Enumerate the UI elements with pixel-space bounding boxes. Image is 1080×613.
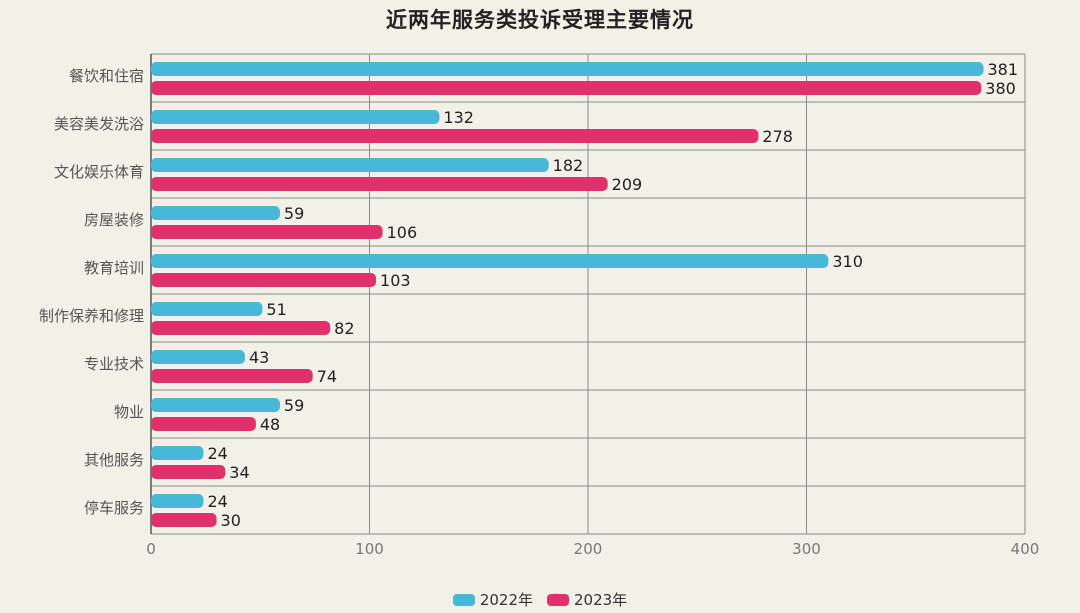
data-label: 74 <box>317 367 337 386</box>
legend-label-2022: 2022年 <box>479 591 533 609</box>
data-label: 182 <box>553 156 584 175</box>
category-label: 房屋装修 <box>84 211 144 229</box>
category-label: 美容美发洗浴 <box>54 115 144 133</box>
bar-2023年 <box>151 129 759 143</box>
legend-label-2023: 2023年 <box>574 591 628 609</box>
data-label: 51 <box>266 300 286 319</box>
legend-swatch-2022 <box>452 593 475 606</box>
bar-2023年 <box>151 321 331 335</box>
bar-2022年 <box>151 302 263 316</box>
category-label: 文化娱乐体育 <box>54 163 144 181</box>
bar-2022年 <box>151 446 204 460</box>
data-label: 310 <box>832 252 863 271</box>
data-label: 24 <box>207 492 227 511</box>
bar-2022年 <box>151 398 280 412</box>
category-label: 停车服务 <box>84 499 144 517</box>
bar-2022年 <box>151 62 984 76</box>
bar-2022年 <box>151 350 245 364</box>
bars-layer <box>151 62 984 527</box>
x-tick-label: 200 <box>574 540 603 558</box>
x-tick-label: 300 <box>792 540 821 558</box>
bar-2023年 <box>151 513 217 527</box>
data-label: 381 <box>987 60 1018 79</box>
data-label: 132 <box>443 108 474 127</box>
chart-title: 近两年服务类投诉受理主要情况 <box>386 8 694 32</box>
bar-2022年 <box>151 206 280 220</box>
bar-2022年 <box>151 158 549 172</box>
data-label: 59 <box>284 396 304 415</box>
bar-2023年 <box>151 465 226 479</box>
data-label: 43 <box>249 348 269 367</box>
legend-item-2023[interactable]: 2023年 <box>547 589 627 610</box>
x-tick-label: 400 <box>1011 540 1040 558</box>
data-label: 278 <box>762 127 793 146</box>
data-label: 48 <box>260 415 280 434</box>
category-label: 制作保养和修理 <box>39 307 144 325</box>
bar-2023年 <box>151 81 982 95</box>
data-label: 34 <box>229 463 249 482</box>
category-label: 餐饮和住宿 <box>69 67 144 85</box>
x-tick-label: 100 <box>355 540 384 558</box>
bar-2022年 <box>151 110 440 124</box>
bar-2022年 <box>151 494 204 508</box>
legend-swatch-2023 <box>547 593 569 606</box>
bar-2023年 <box>151 225 383 239</box>
category-label: 物业 <box>114 403 144 421</box>
bar-2023年 <box>151 177 608 191</box>
x-tick-label: 0 <box>146 540 156 558</box>
data-label: 59 <box>284 204 304 223</box>
legend: 2022年 2023年 <box>0 589 1080 610</box>
category-label: 教育培训 <box>84 259 144 277</box>
bar-2023年 <box>151 417 256 431</box>
bar-2022年 <box>151 254 829 268</box>
data-label: 209 <box>612 175 643 194</box>
grid-layer <box>150 53 1026 535</box>
data-label: 106 <box>387 223 418 242</box>
category-label: 其他服务 <box>84 451 144 469</box>
bar-2023年 <box>151 369 313 383</box>
data-label: 82 <box>334 319 354 338</box>
category-label: 专业技术 <box>84 355 144 373</box>
legend-item-2022[interactable]: 2022年 <box>452 589 533 610</box>
data-label: 30 <box>221 511 241 530</box>
bar-2023年 <box>151 273 377 287</box>
data-label: 24 <box>207 444 227 463</box>
data-label: 380 <box>985 79 1016 98</box>
data-label: 103 <box>380 271 411 290</box>
